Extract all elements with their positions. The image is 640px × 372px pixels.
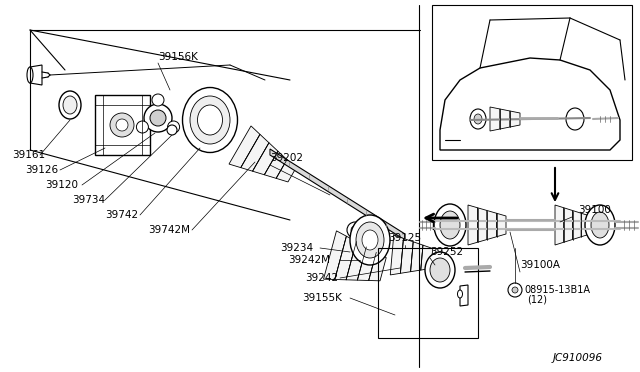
- Circle shape: [512, 287, 518, 293]
- Polygon shape: [324, 231, 346, 279]
- Polygon shape: [573, 211, 581, 240]
- Text: 39252: 39252: [430, 247, 463, 257]
- Polygon shape: [241, 134, 269, 171]
- Ellipse shape: [198, 105, 223, 135]
- Polygon shape: [30, 65, 42, 85]
- Circle shape: [508, 283, 522, 297]
- Polygon shape: [497, 213, 506, 237]
- Polygon shape: [460, 285, 468, 306]
- Ellipse shape: [474, 114, 482, 124]
- Text: 39161: 39161: [12, 150, 45, 160]
- Text: 08915-13B1A: 08915-13B1A: [524, 285, 590, 295]
- Circle shape: [144, 104, 172, 132]
- Polygon shape: [390, 235, 403, 275]
- Polygon shape: [369, 252, 386, 281]
- Text: 39242M: 39242M: [288, 255, 330, 265]
- Ellipse shape: [350, 215, 390, 265]
- Polygon shape: [335, 236, 356, 280]
- Text: 39126: 39126: [25, 165, 58, 175]
- Text: 39100A: 39100A: [520, 260, 560, 270]
- Bar: [432, 5, 632, 160]
- Ellipse shape: [566, 108, 584, 130]
- Text: JC910096: JC910096: [553, 353, 603, 363]
- Ellipse shape: [59, 91, 81, 119]
- Circle shape: [136, 121, 148, 133]
- Circle shape: [152, 94, 164, 106]
- Ellipse shape: [458, 290, 463, 298]
- Polygon shape: [440, 58, 620, 150]
- Ellipse shape: [425, 252, 455, 288]
- Circle shape: [167, 125, 177, 135]
- Ellipse shape: [591, 212, 609, 238]
- Ellipse shape: [434, 204, 466, 246]
- Text: 39120: 39120: [45, 180, 78, 190]
- Circle shape: [347, 222, 363, 238]
- Polygon shape: [477, 208, 487, 242]
- Polygon shape: [581, 213, 590, 237]
- Ellipse shape: [182, 87, 237, 153]
- Polygon shape: [270, 149, 405, 240]
- Ellipse shape: [27, 67, 33, 83]
- Ellipse shape: [585, 205, 615, 245]
- Bar: [378, 248, 478, 338]
- Ellipse shape: [63, 96, 77, 114]
- Text: 39242: 39242: [305, 273, 338, 283]
- Text: 39100: 39100: [578, 205, 611, 215]
- Text: 39234: 39234: [280, 243, 313, 253]
- Polygon shape: [468, 205, 477, 245]
- Ellipse shape: [362, 230, 378, 250]
- Ellipse shape: [440, 211, 460, 239]
- Polygon shape: [229, 126, 260, 168]
- Polygon shape: [264, 151, 287, 178]
- Circle shape: [116, 119, 128, 131]
- Circle shape: [168, 121, 180, 133]
- Text: 39202: 39202: [270, 153, 303, 163]
- Polygon shape: [411, 242, 423, 272]
- Polygon shape: [346, 241, 366, 280]
- Polygon shape: [564, 208, 573, 242]
- Polygon shape: [357, 247, 376, 280]
- Polygon shape: [555, 205, 564, 245]
- Text: 39734: 39734: [72, 195, 105, 205]
- Text: 39156K: 39156K: [158, 52, 198, 62]
- Ellipse shape: [430, 258, 450, 282]
- Circle shape: [150, 110, 166, 126]
- Circle shape: [351, 226, 359, 234]
- Polygon shape: [487, 211, 497, 240]
- Ellipse shape: [470, 109, 486, 129]
- Text: 39742M: 39742M: [148, 225, 190, 235]
- Text: (12): (12): [527, 295, 547, 305]
- Ellipse shape: [356, 222, 384, 258]
- Polygon shape: [420, 245, 433, 270]
- Circle shape: [110, 113, 134, 137]
- Polygon shape: [500, 109, 510, 129]
- Text: 39155K: 39155K: [302, 293, 342, 303]
- Polygon shape: [510, 111, 520, 127]
- Text: 39125: 39125: [388, 233, 422, 243]
- Polygon shape: [276, 160, 296, 182]
- Polygon shape: [490, 107, 500, 131]
- Text: 39742: 39742: [105, 210, 138, 220]
- Ellipse shape: [190, 96, 230, 144]
- Polygon shape: [253, 143, 278, 175]
- Polygon shape: [401, 238, 413, 273]
- Bar: [95, 95, 150, 155]
